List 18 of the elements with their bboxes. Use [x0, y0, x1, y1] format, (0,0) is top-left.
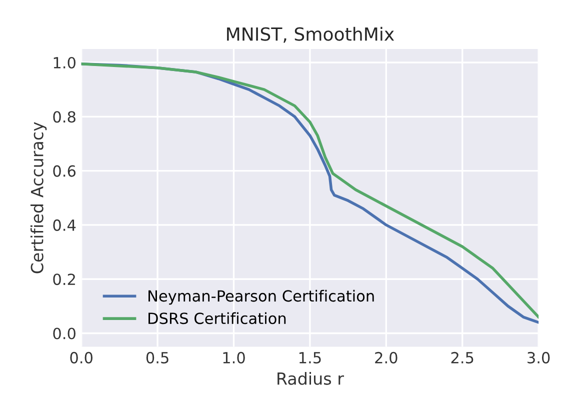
y-tick-label: 0.8 [53, 111, 76, 123]
x-tick-label: 1.5 [299, 352, 321, 364]
x-tick-label: 0.5 [146, 352, 168, 364]
x-tick-label: 3.0 [528, 352, 550, 364]
x-tick-label: 0.0 [70, 352, 92, 364]
y-tick-label: 0.0 [53, 328, 76, 340]
x-tick-label: 1.0 [223, 352, 245, 364]
y-axis-title: Certified Accuracy [30, 122, 47, 274]
y-tick-label: 0.2 [53, 274, 75, 286]
legend-label: DSRS Certification [148, 312, 286, 324]
x-tick-label: 2.0 [375, 352, 398, 364]
legend-label: Neyman-Pearson Certification [148, 290, 374, 305]
x-tick-label: 2.5 [451, 352, 474, 364]
y-tick-label: 0.4 [53, 219, 76, 231]
y-tick-label: 0.6 [53, 165, 76, 177]
y-tick-label: 1.0 [54, 56, 76, 69]
x-axis-title: Radius r [278, 372, 344, 385]
chart-title: MNIST, SmoothMix [227, 26, 394, 43]
